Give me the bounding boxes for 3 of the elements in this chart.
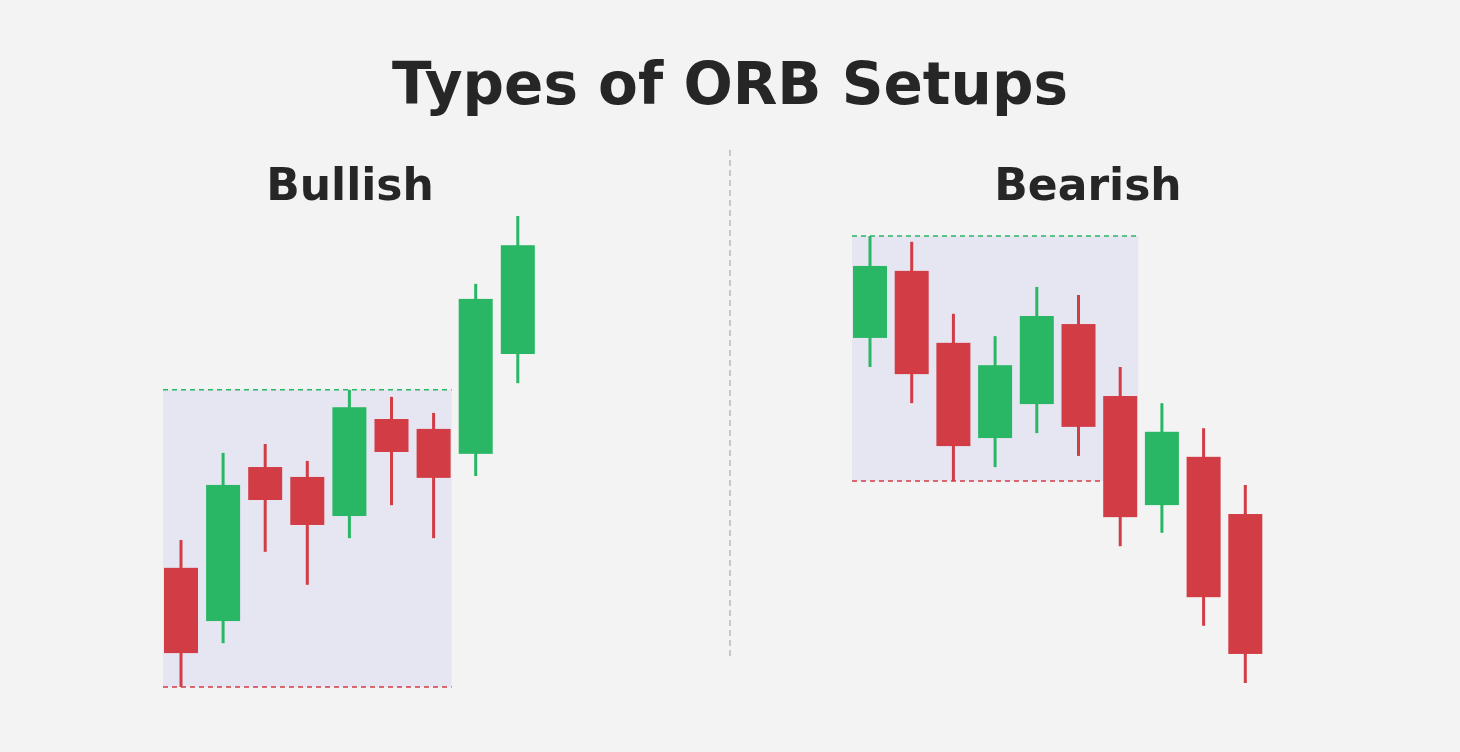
text: Types of ORB Setups (392, 50, 1068, 118)
chart-subtitle: Bullish (266, 159, 434, 210)
chart-subtitle: Bearish (994, 159, 1182, 210)
